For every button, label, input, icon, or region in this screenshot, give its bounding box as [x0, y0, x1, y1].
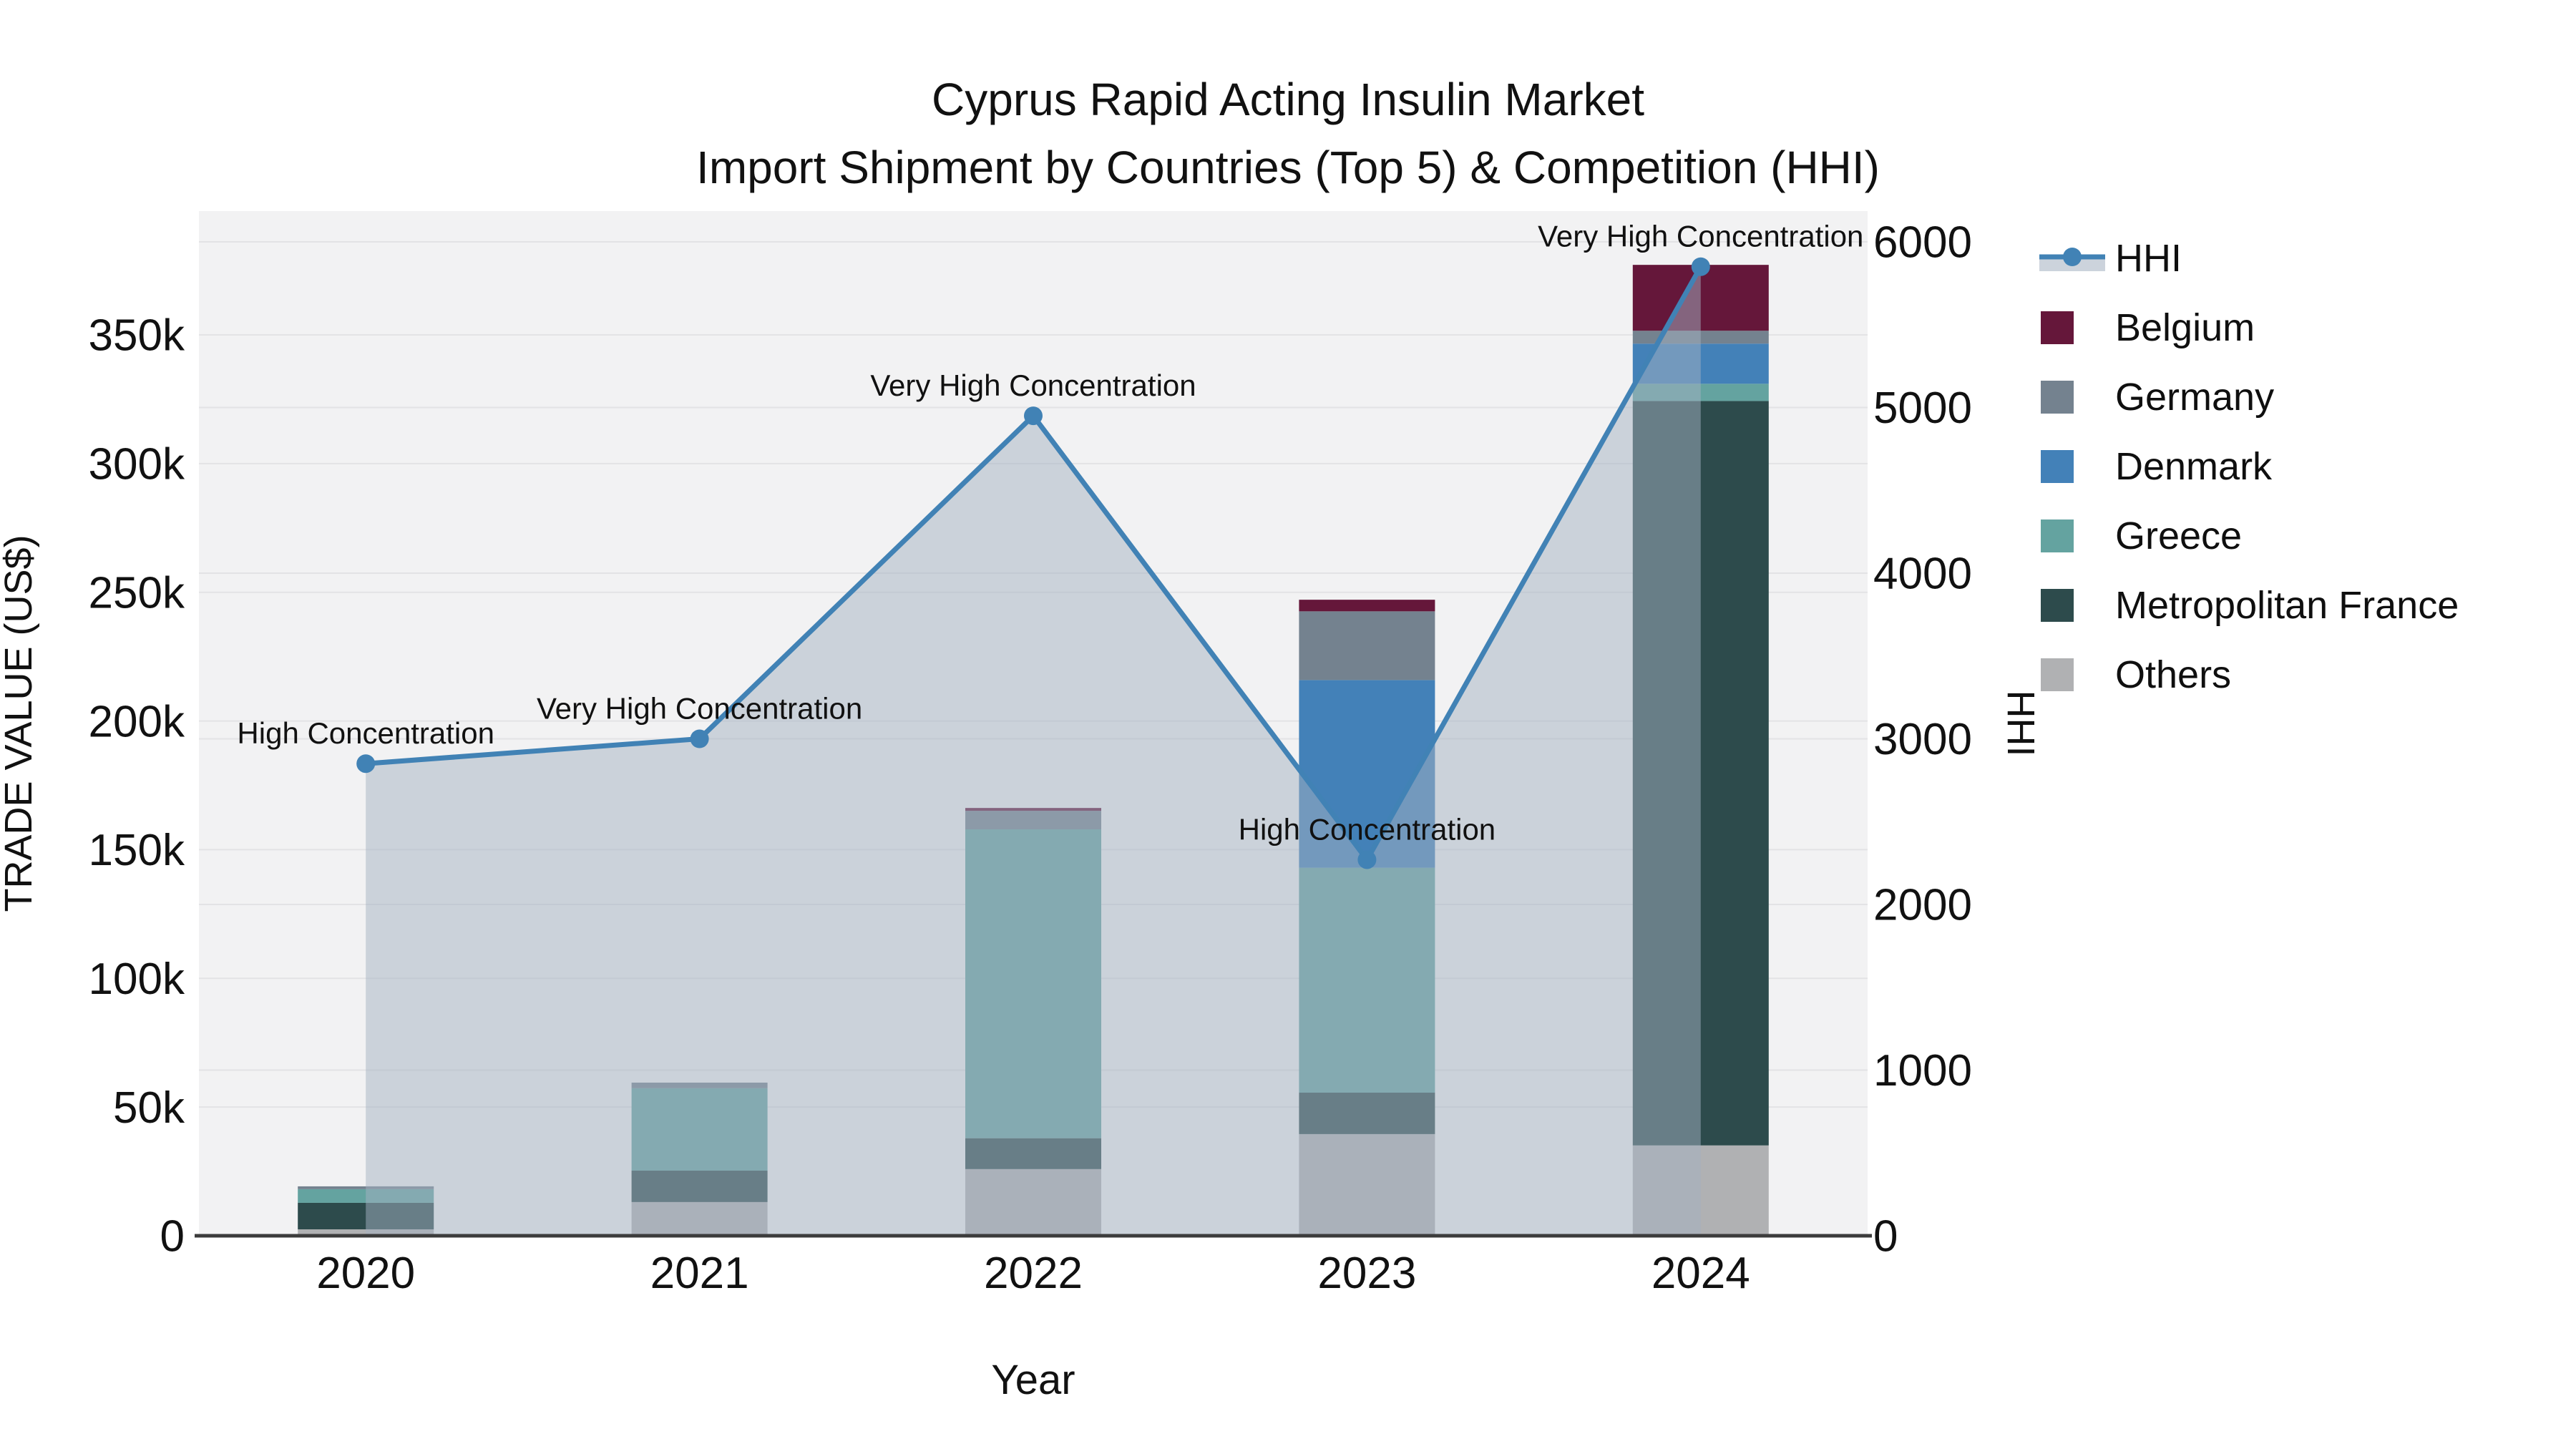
x-tick-2022: 2022	[984, 1249, 1083, 1298]
color-swatch-icon	[2036, 311, 2108, 344]
annotation-2021: Very High Concentration	[537, 692, 862, 726]
y-left-tick-350k: 350k	[89, 311, 185, 361]
legend-item-greece[interactable]: Greece	[2036, 501, 2459, 570]
legend-label: Denmark	[2115, 444, 2273, 488]
y-right-tick-5000: 5000	[1873, 384, 1972, 433]
y-left-tick-50k: 50k	[113, 1083, 185, 1133]
y-left-tick-300k: 300k	[89, 440, 185, 489]
annotation-2022: Very High Concentration	[870, 369, 1196, 402]
chart-title: Cyprus Rapid Acting Insulin Market	[932, 74, 1644, 125]
legend-label: HHI	[2115, 236, 2182, 280]
bar-segment-germany-2023[interactable]	[1299, 611, 1435, 680]
hhi-marker-2024[interactable]	[1691, 257, 1710, 276]
hhi-marker-2021[interactable]	[690, 729, 709, 748]
hhi-line-icon	[2036, 241, 2108, 275]
x-tick-2023: 2023	[1317, 1249, 1416, 1298]
hhi-marker-2022[interactable]	[1024, 406, 1043, 426]
color-swatch-icon	[2036, 449, 2108, 483]
legend-label: Others	[2115, 653, 2232, 696]
legend-item-hhi[interactable]: HHI	[2036, 223, 2459, 293]
x-tick-2024: 2024	[1652, 1249, 1750, 1298]
legend-swatch	[2041, 519, 2074, 552]
y-right-tick-4000: 4000	[1873, 550, 1972, 599]
legend-item-germany[interactable]: Germany	[2036, 362, 2459, 431]
legend-item-others[interactable]: Others	[2036, 640, 2459, 709]
hhi-area	[366, 266, 1701, 1236]
x-tick-2021: 2021	[650, 1249, 749, 1298]
chart-title-block: Cyprus Rapid Acting Insulin Market Impor…	[0, 66, 2576, 202]
y-left-tick-100k: 100k	[89, 955, 185, 1004]
chart-subtitle: Import Shipment by Countries (Top 5) & C…	[696, 142, 1880, 193]
legend-item-metropolitan-france[interactable]: Metropolitan France	[2036, 570, 2459, 640]
color-swatch-icon	[2036, 588, 2108, 622]
y-right-tick-1000: 1000	[1873, 1046, 1972, 1096]
legend-item-belgium[interactable]: Belgium	[2036, 293, 2459, 362]
annotation-layer: High Concentration Very High Concentratio…	[237, 220, 1863, 847]
bar-segment-belgium-2023[interactable]	[1299, 600, 1435, 612]
color-swatch-icon	[2036, 519, 2108, 552]
y-left-tick-150k: 150k	[89, 826, 185, 875]
hhi-marker-2020[interactable]	[356, 754, 376, 774]
y-right-tick-2000: 2000	[1873, 881, 1972, 930]
legend-label: Germany	[2115, 375, 2275, 419]
legend-swatch	[2041, 588, 2074, 622]
annotation-2024: Very High Concentration	[1538, 220, 1863, 253]
legend-label: Metropolitan France	[2115, 583, 2459, 627]
hhi-area-layer	[366, 266, 1701, 1236]
color-swatch-icon	[2036, 658, 2108, 691]
legend-label: Belgium	[2115, 306, 2255, 349]
annotation-2023: High Concentration	[1239, 812, 1496, 846]
color-swatch-icon	[2036, 380, 2108, 414]
y-left-tick-0: 0	[160, 1212, 185, 1262]
y-left-axis-title: TRADE VALUE (US$)	[0, 535, 40, 912]
legend-swatch	[2041, 380, 2074, 414]
y-left-tick-250k: 250k	[89, 568, 185, 618]
legend-label: Greece	[2115, 514, 2243, 557]
hhi-line-layer	[356, 257, 1710, 869]
legend: HHI Belgium Germany Denmark Greece Metropolit…	[2036, 223, 2459, 709]
legend-item-denmark[interactable]: Denmark	[2036, 431, 2459, 501]
legend-swatch	[2041, 311, 2074, 344]
tick-labels: 0 50k 100k 150k 200k 250k 300k 350k 0 1000 2000 300…	[89, 218, 1972, 1298]
y-right-tick-6000: 6000	[1873, 218, 1972, 268]
legend-swatch	[2041, 658, 2074, 691]
hhi-marker-2023[interactable]	[1357, 850, 1377, 869]
annotation-2020: High Concentration	[237, 716, 494, 750]
y-right-tick-3000: 3000	[1873, 715, 1972, 764]
x-axis-title: Year	[991, 1357, 1075, 1403]
x-tick-2020: 2020	[316, 1249, 415, 1298]
legend-swatch	[2041, 449, 2074, 483]
y-right-axis-title: HHI	[1999, 691, 2042, 757]
y-right-tick-0: 0	[1873, 1212, 1898, 1262]
y-left-tick-200k: 200k	[89, 697, 185, 746]
